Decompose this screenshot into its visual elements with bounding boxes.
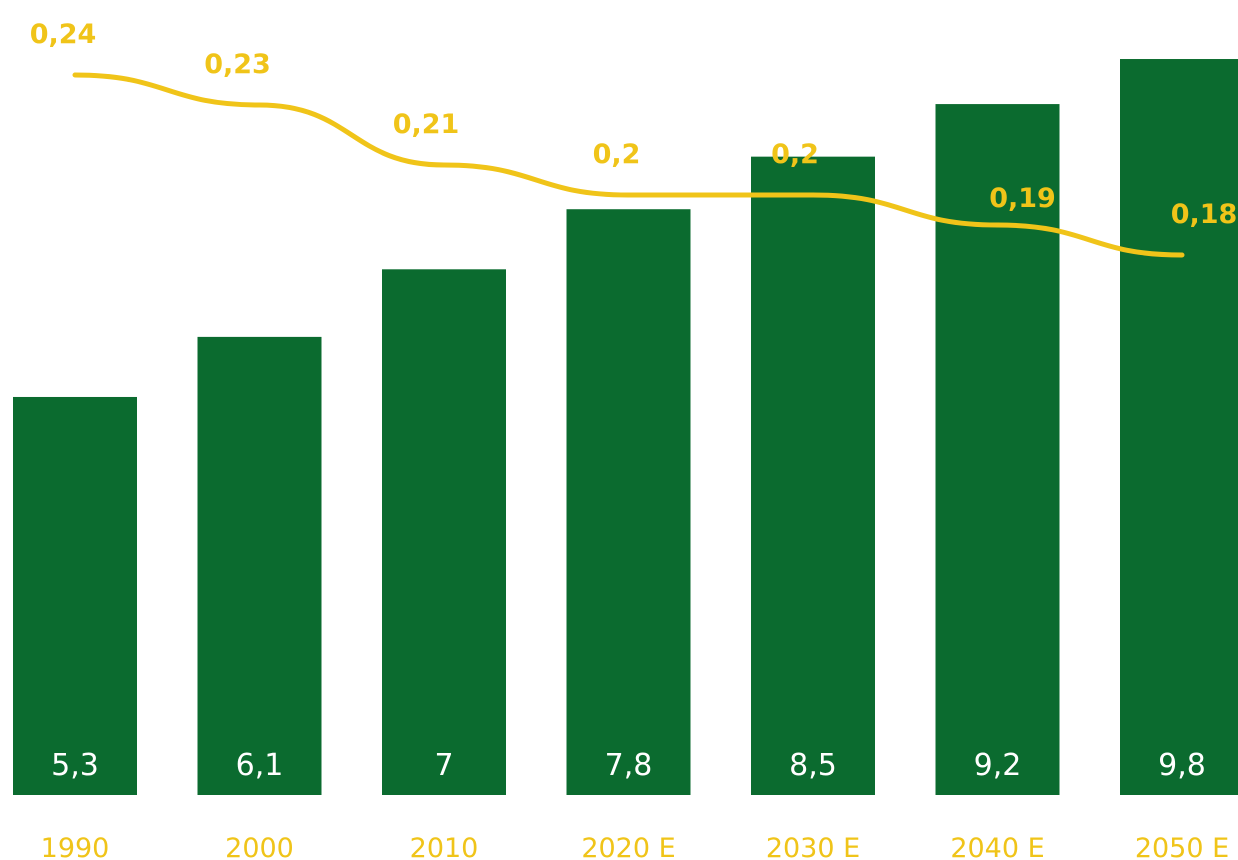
bar-value-label: 9,8 xyxy=(1158,748,1206,783)
line-value-label: 0,19 xyxy=(989,183,1056,214)
line-data-labels: 0,24 0,23 0,21 0,2 0,2 0,19 0,18 xyxy=(30,19,1238,230)
bar-value-label: 7 xyxy=(434,748,453,783)
bar xyxy=(382,269,506,795)
line-path xyxy=(72,72,1185,258)
bar-value-label: 5,3 xyxy=(51,748,99,783)
line-value-label: 0,18 xyxy=(1171,199,1238,230)
x-tick-label: 2000 xyxy=(225,833,294,860)
x-tick-label: 2020 E xyxy=(581,833,675,860)
line-value-label: 0,2 xyxy=(771,139,819,170)
x-tick-label: 2030 E xyxy=(766,833,860,860)
line-value-label: 0,2 xyxy=(593,139,641,170)
x-tick-label: 2050 E xyxy=(1135,833,1229,860)
bar xyxy=(1120,59,1238,795)
bar-value-label: 6,1 xyxy=(236,748,284,783)
line-value-label: 0,23 xyxy=(204,49,271,80)
x-axis-tick-labels: 1990 2000 2010 2020 E 2030 E 2040 E 2050 E xyxy=(41,833,1230,860)
line-value-label: 0,24 xyxy=(30,19,97,50)
line-series xyxy=(72,72,1185,258)
x-tick-label: 2040 E xyxy=(950,833,1044,860)
bar xyxy=(935,104,1060,795)
bar-value-label: 9,2 xyxy=(974,748,1022,783)
bar xyxy=(197,336,322,795)
bar xyxy=(751,156,875,795)
line-value-label: 0,21 xyxy=(393,109,460,140)
bar-value-label: 8,5 xyxy=(789,748,837,783)
bar-series xyxy=(13,59,1238,796)
x-tick-label: 1990 xyxy=(41,833,110,860)
bar-value-label: 7,8 xyxy=(605,748,653,783)
x-tick-label: 2010 xyxy=(410,833,479,860)
bar-data-labels: 5,3 6,1 7 7,8 8,5 9,2 9,8 xyxy=(51,748,1206,783)
bar xyxy=(566,209,691,796)
bar xyxy=(13,396,137,795)
